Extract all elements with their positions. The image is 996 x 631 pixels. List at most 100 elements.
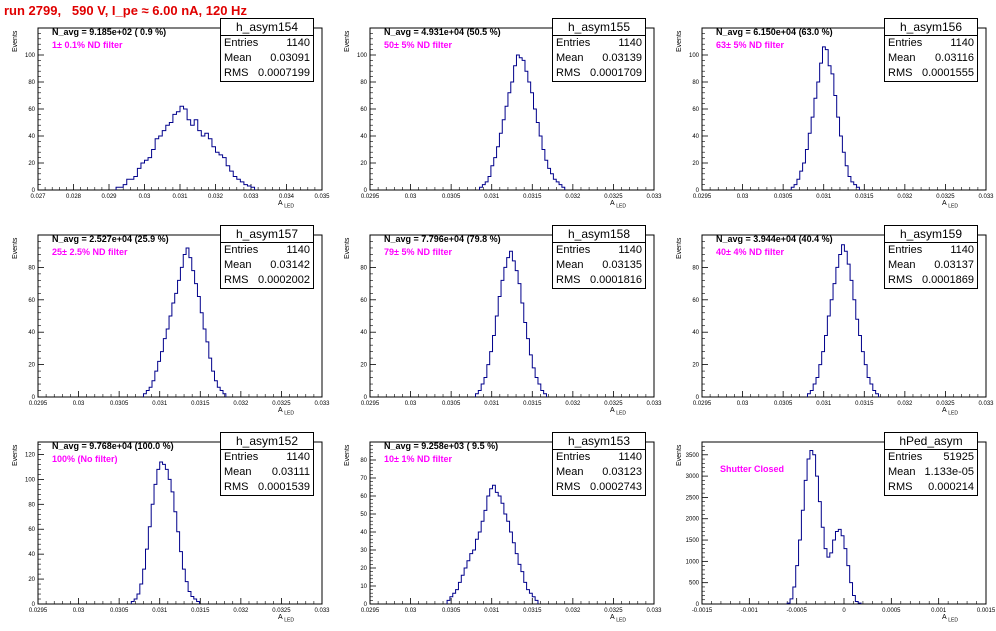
y-tick-label: 100 (689, 53, 700, 59)
histogram-svg: 0.0295 0.03 0.0305 0.031 0.0315 0.032 0.0325 0.… (25, 441, 330, 614)
stats-row-mean: Mean 0.03123 (553, 465, 645, 480)
stats-key: RMS (556, 67, 581, 79)
x-axis-label-sub: LED (284, 203, 294, 210)
histogram-svg: 0.0295 0.03 0.0305 0.031 0.0315 0.032 0.0325 0.… (689, 27, 994, 200)
stats-row-mean: Mean 0.03137 (885, 258, 977, 273)
stats-value: 0.03091 (270, 52, 310, 64)
x-tick-label: 0.033 (978, 401, 994, 407)
x-tick-label: 0.0325 (272, 401, 291, 407)
histogram-line (130, 461, 200, 604)
y-tick-label: 40 (28, 330, 35, 336)
y-tick-label: 3500 (686, 453, 700, 459)
y-tick-label: 20 (360, 363, 367, 369)
stats-row-entries: Entries 1140 (553, 243, 645, 258)
navg-annotation: N_avg = 6.150e+04 (63.0 %) (716, 27, 833, 37)
histogram-line (479, 54, 566, 190)
stats-box-title: h_asym158 (553, 226, 645, 243)
stats-key: Mean (888, 52, 916, 64)
y-tick-label: 100 (357, 53, 368, 59)
stats-value: 0.03142 (270, 259, 310, 271)
x-axis-label-sub: LED (616, 617, 626, 624)
stats-value: 1140 (950, 244, 974, 256)
plot-frame (369, 234, 655, 398)
navg-annotation: N_avg = 3.944e+04 (40.4 %) (716, 234, 833, 244)
y-tick-label: 0 (364, 395, 368, 401)
x-tick-label: 0.0325 (936, 401, 955, 407)
x-tick-label: 0.031 (484, 194, 500, 200)
navg-annotation: N_avg = 2.527e+04 (25.9 %) (52, 234, 169, 244)
y-tick-label: 80 (360, 265, 367, 271)
histogram-svg: 0.0295 0.03 0.0305 0.031 0.0315 0.032 0.0325 0.… (360, 441, 662, 614)
x-tick-label: 0.03 (405, 608, 417, 614)
y-tick-label: 40 (28, 134, 35, 140)
x-tick-label: 0.0315 (191, 401, 210, 407)
stats-key: Entries (556, 451, 591, 463)
stats-key: Mean (556, 259, 584, 271)
stats-row-entries: Entries 1140 (553, 450, 645, 465)
histogram-line (790, 46, 860, 190)
x-tick-label: 0.0295 (29, 401, 48, 407)
stats-box: h_asym153 Entries 1140 Mean 0.03123 RMS 0.0002… (552, 432, 646, 496)
stats-row-rms: RMS 0.0001816 (553, 273, 645, 288)
y-tick-label: 60 (360, 494, 367, 500)
y-tick-label: 40 (692, 330, 699, 336)
stats-box: h_asym152 Entries 1140 Mean 0.03111 RMS 0.0001… (220, 432, 314, 496)
x-tick-label: 0.031 (172, 194, 188, 200)
y-tick-label: 20 (28, 161, 35, 167)
plot-frame (37, 234, 323, 398)
x-tick-label: 0.032 (897, 401, 913, 407)
stats-key: RMS (224, 481, 249, 493)
stats-row-entries: Entries 1140 (885, 36, 977, 51)
x-tick-label: 0.0305 (774, 401, 793, 407)
x-tick-label: 0.0305 (110, 401, 129, 407)
filter-annotation: 79± 5% ND filter (384, 247, 452, 257)
stats-key: Mean (888, 466, 916, 478)
y-tick-label: 0 (32, 188, 36, 194)
y-tick-label: 80 (28, 265, 35, 271)
x-tick-label: 0.031 (152, 401, 168, 407)
y-tick-label: 0 (696, 395, 700, 401)
stats-row-entries: Entries 51925 (885, 450, 977, 465)
stats-value: 51925 (943, 451, 974, 463)
stats-row-mean: Mean 0.03091 (221, 51, 313, 66)
y-tick-label: 20 (360, 566, 367, 572)
stats-box-title: hPed_asym (885, 433, 977, 450)
stats-value: 1140 (286, 37, 310, 49)
stats-row-mean: Mean 0.03142 (221, 258, 313, 273)
histogram-line (474, 250, 547, 397)
y-tick-label: 80 (360, 458, 367, 464)
filter-annotation: 10± 1% ND filter (384, 454, 452, 464)
stats-row-mean: Mean 0.03139 (553, 51, 645, 66)
stats-key: Mean (224, 259, 252, 271)
x-axis-label: A LED (278, 407, 294, 417)
stats-key: Entries (556, 37, 591, 49)
stats-box-title: h_asym156 (885, 19, 977, 36)
x-axis-label-sub: LED (284, 617, 294, 624)
x-axis-label: A LED (610, 407, 626, 417)
stats-key: RMS (888, 481, 913, 493)
y-axis-label: Events (344, 30, 351, 52)
y-tick-label: 60 (28, 107, 35, 113)
x-axis-label: A LED (610, 614, 626, 624)
filter-annotation: 63± 5% ND filter (716, 40, 784, 50)
y-tick-label: 60 (692, 107, 699, 113)
page-title: run 2799, 590 V, I_pe ≈ 6.00 nA, 120 Hz (4, 3, 247, 18)
x-tick-label: 0.03 (737, 401, 749, 407)
x-tick-label: 0.0325 (272, 608, 291, 614)
x-axis-label: A LED (610, 200, 626, 210)
x-tick-label: 0.031 (484, 608, 500, 614)
x-tick-label: 0.032 (565, 608, 581, 614)
navg-annotation: N_avg = 9.258e+03 ( 9.5 %) (384, 441, 499, 451)
stats-key: Entries (888, 451, 923, 463)
x-tick-label: 0.0295 (693, 401, 712, 407)
stats-value: 0.0001869 (922, 274, 974, 286)
plot-frame (369, 441, 655, 605)
x-axis-label-sub: LED (948, 410, 958, 417)
y-tick-label: 0 (32, 395, 36, 401)
x-tick-label: -0.0005 (786, 608, 807, 614)
x-tick-label: 0.031 (816, 194, 832, 200)
x-tick-label: 0.0325 (604, 401, 623, 407)
x-tick-label: 0.0295 (361, 194, 380, 200)
histogram-line (446, 484, 539, 604)
